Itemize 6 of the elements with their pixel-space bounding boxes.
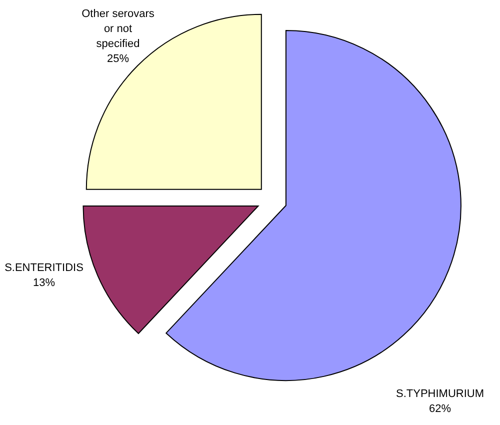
slice-label: S.ENTERITIDIS (4, 262, 84, 274)
slice-label: S.TYPHIMURIUM (396, 388, 484, 400)
slice-label: Other serovars or not specified (82, 8, 155, 50)
data-label: 62% (428, 403, 452, 415)
data-label: 13% (32, 277, 56, 289)
data-label: 25% (106, 53, 130, 65)
